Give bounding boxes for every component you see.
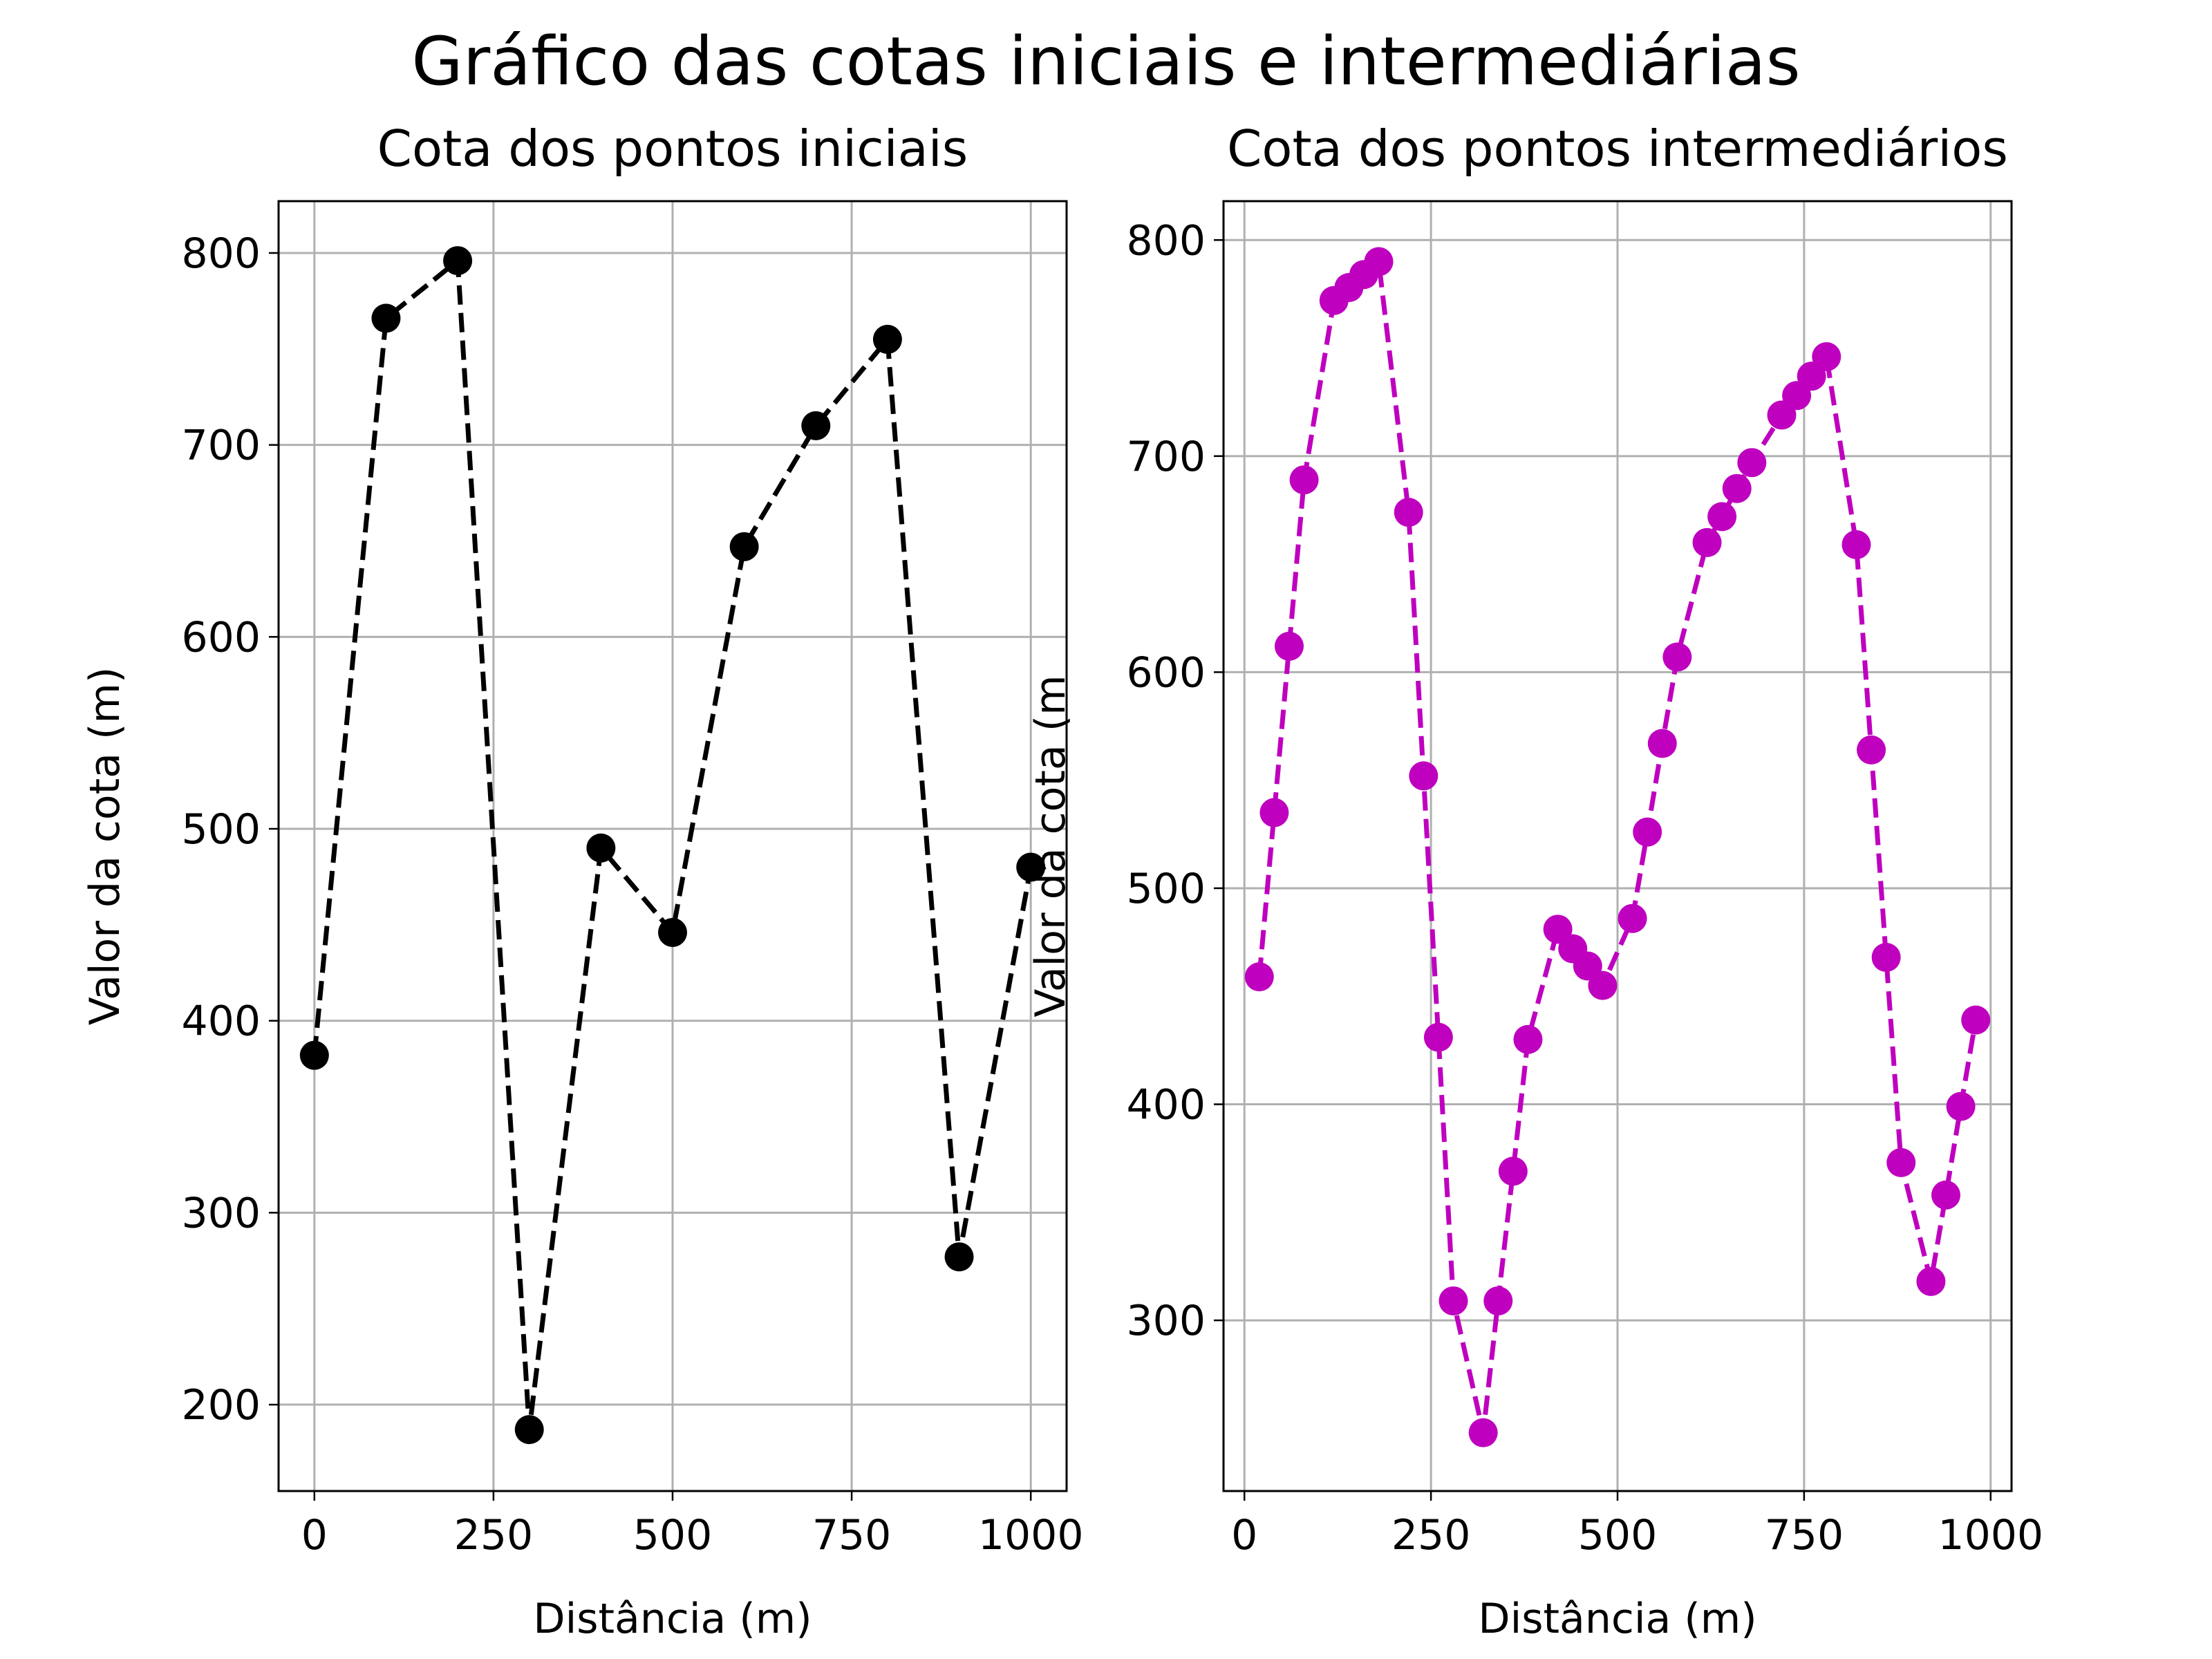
data-point xyxy=(1618,903,1647,933)
data-point xyxy=(1662,642,1692,672)
x-tick-label: 500 xyxy=(1578,1511,1658,1559)
data-point xyxy=(1259,798,1289,827)
x-tick-label: 250 xyxy=(454,1511,534,1559)
data-point xyxy=(1812,342,1841,372)
figure-title: Gráfico das cotas iniciais e intermediár… xyxy=(411,23,1800,100)
y-tick-label: 700 xyxy=(1126,433,1206,481)
data-point xyxy=(1423,1022,1453,1052)
x-axis-label: Distância (m) xyxy=(533,1595,812,1643)
chart-panel-intermediate-points: 0 250 500 750 1000 300 400 500 600 700 800 Cota dos… xyxy=(1027,120,2043,1643)
data-point xyxy=(1737,448,1767,478)
y-tick-label: 700 xyxy=(181,422,261,470)
data-point xyxy=(1498,1156,1528,1186)
x-tick-label: 750 xyxy=(1765,1511,1844,1559)
axes-title: Cota dos pontos iniciais xyxy=(377,120,968,178)
data-point xyxy=(299,1040,329,1070)
data-point xyxy=(1244,962,1274,992)
data-point xyxy=(1871,942,1901,972)
data-point xyxy=(1857,735,1886,765)
y-tick-label: 400 xyxy=(1126,1081,1206,1130)
y-axis-label: Valor da cota (m) xyxy=(81,667,129,1026)
data-point xyxy=(1841,529,1871,559)
data-point xyxy=(1588,971,1618,1000)
data-point xyxy=(1961,1005,1991,1035)
y-tick-label: 600 xyxy=(181,613,261,662)
data-point xyxy=(1513,1024,1543,1054)
data-point xyxy=(1916,1266,1946,1296)
data-point xyxy=(1647,729,1677,758)
y-tick-label: 300 xyxy=(181,1189,261,1237)
data-point xyxy=(1275,631,1304,661)
data-point xyxy=(1289,465,1319,495)
y-tick-label: 500 xyxy=(181,805,261,854)
data-point xyxy=(1946,1091,1976,1121)
data-point xyxy=(1633,817,1662,847)
data-point xyxy=(371,303,401,333)
data-point xyxy=(1707,502,1737,532)
data-point xyxy=(944,1242,974,1272)
x-tick-label: 500 xyxy=(633,1511,713,1559)
x-tick-label: 1000 xyxy=(1938,1511,2043,1559)
data-point xyxy=(1364,247,1394,276)
data-point xyxy=(1692,527,1722,557)
y-tick-label: 300 xyxy=(1126,1297,1206,1345)
data-point xyxy=(1468,1418,1498,1447)
data-point xyxy=(1886,1147,1916,1177)
y-tick-label: 400 xyxy=(181,997,261,1046)
y-tick-label: 800 xyxy=(1126,216,1206,265)
chart-panel-initial-points: 0 250 500 750 1000 200 300 400 500 600 700 800 Cota … xyxy=(81,120,1084,1643)
data-point xyxy=(1394,498,1423,527)
axes-title: Cota dos pontos intermediários xyxy=(1227,120,2008,178)
x-tick-label: 0 xyxy=(1231,1511,1257,1559)
x-tick-label: 750 xyxy=(812,1511,892,1559)
x-tick-label: 0 xyxy=(301,1511,328,1559)
x-tick-label: 1000 xyxy=(978,1511,1084,1559)
x-tick-label: 250 xyxy=(1391,1511,1471,1559)
data-point xyxy=(1016,852,1046,882)
data-point xyxy=(586,833,616,863)
data-point xyxy=(801,411,831,440)
x-axis-label: Distância (m) xyxy=(1478,1595,1756,1643)
axes-frame xyxy=(1222,200,2013,1492)
data-point xyxy=(1409,761,1438,791)
data-point xyxy=(1931,1180,1960,1210)
data-point xyxy=(729,532,759,561)
y-tick-label: 200 xyxy=(181,1381,261,1430)
data-point xyxy=(658,917,687,947)
data-point xyxy=(872,324,902,354)
y-axis-label: Valor da cota (m xyxy=(1027,675,1075,1017)
y-tick-label: 600 xyxy=(1126,648,1206,697)
axes-frame xyxy=(277,200,1068,1492)
data-point xyxy=(514,1415,544,1445)
data-point xyxy=(1483,1286,1513,1315)
data-point xyxy=(1438,1286,1468,1315)
y-tick-label: 500 xyxy=(1126,865,1206,913)
y-tick-label: 800 xyxy=(181,229,261,278)
data-point xyxy=(443,246,473,276)
data-point xyxy=(1722,474,1752,503)
